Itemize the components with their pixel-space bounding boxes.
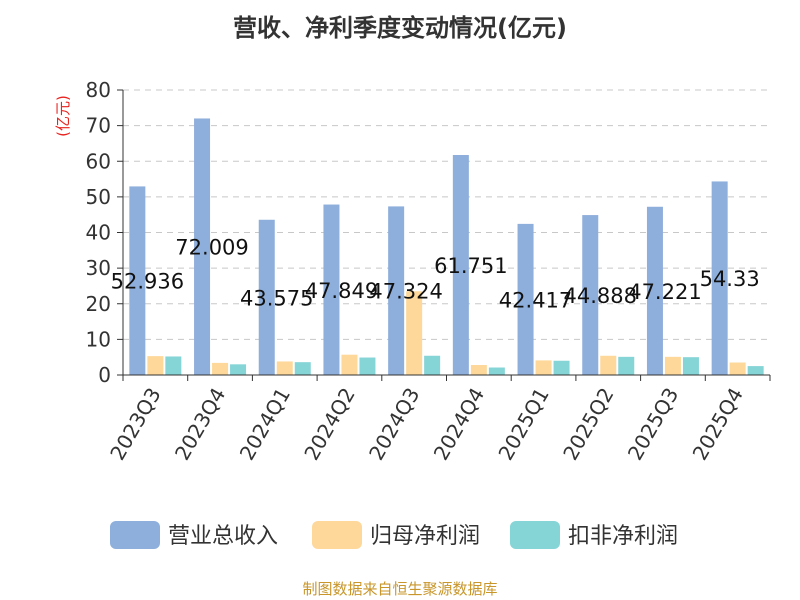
legend-label: 归母净利润 [370, 524, 480, 549]
bar [388, 206, 405, 375]
x-tick-label: 2024Q2 [299, 384, 359, 465]
data-label: 44.888 [564, 284, 637, 308]
bar [747, 366, 764, 375]
y-tick-label: 0 [98, 363, 111, 387]
data-label: 72.009 [175, 236, 248, 260]
bar [711, 181, 728, 375]
data-label: 54.33 [700, 267, 760, 291]
y-axis-title: (亿元) [54, 95, 72, 137]
bar [194, 118, 211, 375]
bar [646, 206, 663, 375]
x-tick-label: 2024Q1 [235, 384, 295, 465]
x-tick-label: 2023Q3 [105, 384, 165, 465]
legend-swatch [510, 521, 560, 549]
y-tick-label: 70 [86, 114, 111, 138]
x-tick-label: 2025Q2 [558, 384, 618, 465]
bar [359, 357, 376, 375]
bar [258, 219, 275, 375]
bar [535, 360, 552, 375]
bar [165, 356, 182, 375]
legend-label: 营业总收入 [168, 524, 278, 549]
x-tick-label: 2025Q3 [623, 384, 683, 465]
y-tick-label: 20 [86, 292, 111, 316]
bars [129, 118, 764, 375]
bar [600, 355, 617, 375]
legend-swatch [312, 521, 362, 549]
bar [618, 356, 635, 375]
bar [424, 355, 441, 375]
data-label: 52.936 [111, 270, 184, 294]
x-tick-label: 2024Q3 [364, 384, 424, 465]
bar [470, 365, 487, 375]
source-note: 制图数据来自恒生聚源数据库 [302, 580, 498, 598]
data-label: 47.221 [628, 280, 701, 304]
y-tick-label: 10 [86, 327, 111, 351]
data-label: 61.751 [434, 254, 507, 278]
bar [212, 362, 229, 375]
data-label: 42.417 [499, 288, 572, 312]
bar [452, 155, 469, 375]
legend-label: 扣非净利润 [568, 524, 678, 549]
bar [294, 362, 311, 375]
y-tick-label: 50 [86, 185, 111, 209]
bar [406, 291, 423, 375]
bar [276, 361, 293, 375]
bar [553, 360, 570, 375]
x-tick-label: 2025Q4 [688, 384, 748, 465]
x-tick-label: 2025Q1 [493, 384, 553, 465]
data-label: 47.849 [305, 279, 378, 303]
bar [729, 362, 746, 375]
bar [517, 223, 534, 375]
y-tick-label: 40 [86, 221, 111, 245]
x-tick-label: 2024Q4 [429, 384, 489, 465]
y-tick-label: 30 [86, 256, 111, 280]
data-label: 47.324 [369, 280, 442, 304]
y-tick-label: 60 [86, 149, 111, 173]
x-tick-label: 2023Q4 [170, 384, 230, 465]
bar [682, 357, 699, 375]
bar [129, 186, 146, 375]
bar [664, 356, 681, 375]
chart-title: 营收、净利季度变动情况(亿元) [233, 14, 567, 42]
legend: 营业总收入 归母净利润 扣非净利润 [110, 521, 678, 549]
bar [323, 204, 340, 375]
legend-swatch [110, 521, 160, 549]
bar [582, 215, 599, 375]
y-tick-label: 80 [86, 78, 111, 102]
bar [488, 367, 505, 375]
bar [341, 354, 358, 375]
bar [230, 364, 247, 375]
data-label: 43.575 [240, 286, 313, 310]
bar [147, 356, 164, 375]
